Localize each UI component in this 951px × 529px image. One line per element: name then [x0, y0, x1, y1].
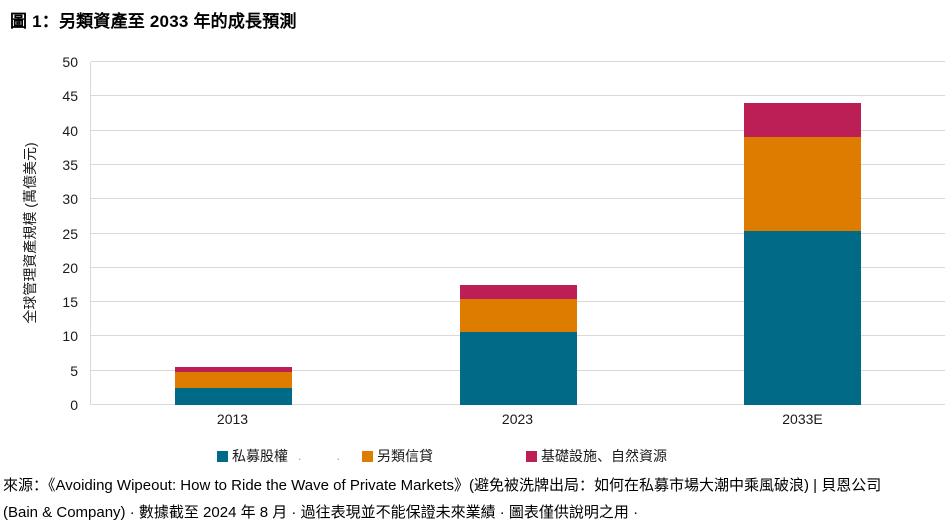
bar-segment-2033E-另類信貸 [744, 137, 862, 232]
x-axis-label-2033E: 2033E [782, 411, 823, 427]
gridline [91, 198, 945, 200]
y-tick-label: 25 [62, 225, 78, 242]
plot-area [90, 61, 945, 405]
bar-slot-2013 [91, 62, 376, 405]
bar-segment-2023-私募股權 [459, 331, 577, 405]
bar-segment-2033E-基礎設施、自然資源 [744, 103, 862, 138]
bar-segment-2013-基礎設施、自然資源 [174, 367, 292, 373]
y-tick-label: 0 [70, 397, 78, 413]
x-axis-labels: 2013 2023 2033E [90, 411, 945, 427]
bar-segment-2033E-私募股權 [744, 231, 862, 405]
legend-label-infrastructure-natural-resources: 基礎設施、自然資源 [541, 448, 667, 464]
gridline [91, 95, 945, 97]
y-tick-label: 35 [62, 156, 78, 173]
bar-segment-2023-另類信貸 [459, 299, 577, 332]
legend-swatch-infrastructure-natural-resources [526, 450, 537, 462]
y-tick-label: 45 [62, 88, 78, 105]
legend: 私募股權 . . 另類信貸 基礎設施、自然資源 [217, 446, 667, 466]
legend-item-alternative-credit: 另類信貸 [362, 446, 526, 466]
bar-slot-2023 [376, 62, 661, 405]
figure-title: 圖 1：另類資產至 2033 年的成長預測 [10, 12, 297, 31]
bar-segment-2013-另類信貸 [174, 372, 292, 388]
y-tick-label: 30 [62, 191, 78, 208]
y-tick-label: 10 [62, 328, 78, 345]
legend-item-infrastructure-natural-resources: 基礎設施、自然資源 [526, 446, 667, 466]
legend-item-private-equity: 私募股權 . . [217, 446, 362, 466]
stacked-bar-2033E [744, 62, 862, 405]
gridline [91, 129, 945, 131]
x-axis-label-2013: 2013 [216, 411, 249, 427]
legend-label-alternative-credit: 另類信貸 [377, 448, 433, 464]
x-axis-label-2023: 2023 [501, 411, 534, 427]
bar-segment-2023-基礎設施、自然資源 [459, 284, 577, 300]
y-tick-label: 50 [62, 54, 78, 70]
gridline [91, 61, 945, 62]
y-tick-label: 15 [62, 294, 78, 311]
stacked-bar-2023 [459, 62, 577, 405]
legend-swatch-alternative-credit [362, 450, 373, 462]
gridline [91, 232, 945, 234]
footnote: 來源：《Avoiding Wipeout: How to Ride the Wa… [3, 472, 948, 526]
legend-footnote-dots: . . [298, 449, 357, 463]
bar-segment-2013-私募股權 [174, 387, 292, 405]
gridline [91, 163, 945, 165]
stacked-bar-2013 [174, 62, 292, 405]
legend-swatch-private-equity [217, 450, 228, 462]
y-tick-label: 40 [62, 122, 78, 139]
y-tick-label: 5 [70, 362, 78, 379]
footnote-line-2: (Bain & Company) · 數據截至 2024 年 8 月 · 過往表… [3, 504, 639, 521]
y-tick-label: 20 [62, 259, 78, 276]
y-tick-labels: 0 5 10 15 20 25 30 35 40 45 50 [0, 55, 78, 412]
legend-label-private-equity: 私募股權 [232, 448, 288, 464]
footnote-line-1: 來源：《Avoiding Wipeout: How to Ride the Wa… [3, 477, 882, 494]
gridline [91, 266, 945, 268]
bars-row [91, 62, 945, 405]
bar-slot-2033E [660, 62, 945, 405]
